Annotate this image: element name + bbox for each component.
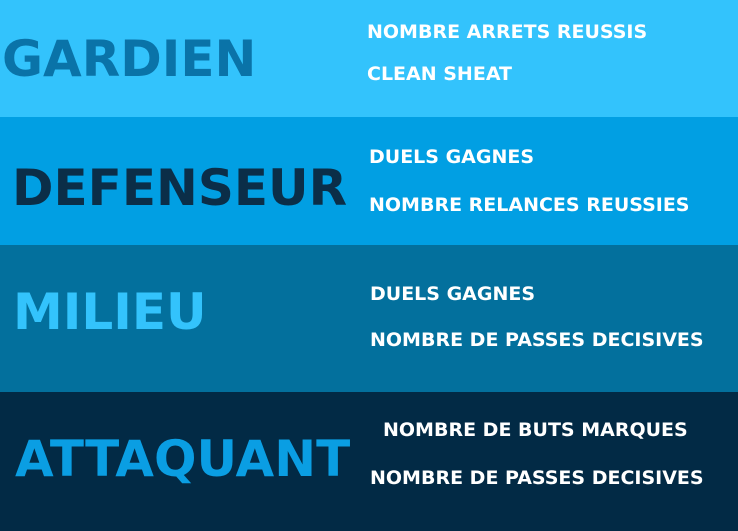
position-title: GARDIEN — [2, 30, 257, 88]
band-defenseur: DEFENSEUR DUELS GAGNES NOMBRE RELANCES R… — [0, 117, 738, 245]
position-title: ATTAQUANT — [15, 430, 351, 488]
band-gardien: GARDIEN NOMBRE ARRETS REUSSIS CLEAN SHEA… — [0, 0, 738, 117]
position-title: MILIEU — [13, 283, 207, 341]
stat-line: CLEAN SHEAT — [367, 63, 513, 85]
stat-line: NOMBRE ARRETS REUSSIS — [367, 21, 648, 43]
band-milieu: MILIEU DUELS GAGNES NOMBRE DE PASSES DEC… — [0, 245, 738, 392]
stat-line: NOMBRE DE PASSES DECISIVES — [370, 329, 704, 351]
stat-line: DUELS GAGNES — [370, 283, 536, 305]
band-attaquant: ATTAQUANT NOMBRE DE BUTS MARQUES NOMBRE … — [0, 392, 738, 531]
position-title: DEFENSEUR — [12, 159, 348, 217]
stat-line: DUELS GAGNES — [369, 146, 535, 168]
stat-line: NOMBRE DE PASSES DECISIVES — [370, 467, 704, 489]
stat-line: NOMBRE DE BUTS MARQUES — [383, 419, 688, 441]
stat-line: NOMBRE RELANCES REUSSIES — [369, 194, 690, 216]
